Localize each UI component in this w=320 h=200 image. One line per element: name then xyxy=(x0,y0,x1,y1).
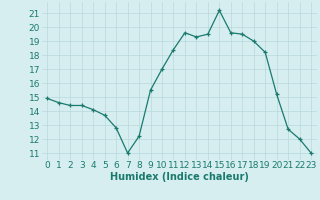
X-axis label: Humidex (Indice chaleur): Humidex (Indice chaleur) xyxy=(110,172,249,182)
